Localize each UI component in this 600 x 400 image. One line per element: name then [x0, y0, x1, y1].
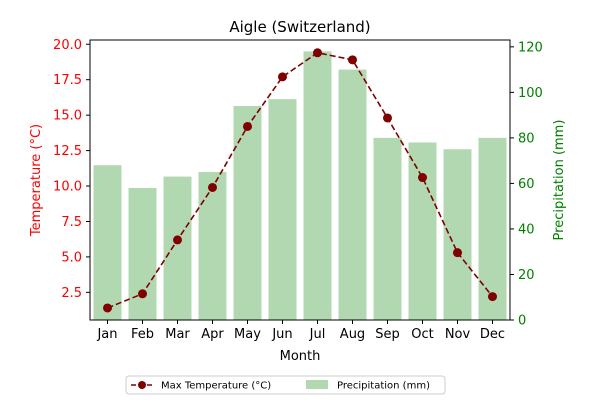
left-y-axis-label: Temperature (°C) — [29, 124, 44, 237]
x-tick-label: Oct — [411, 327, 433, 342]
temp-point-feb — [138, 289, 147, 298]
right-y-tick-label: 120 — [518, 40, 543, 55]
x-tick-label: Jan — [96, 327, 117, 342]
chart-title: Aigle (Switzerland) — [229, 18, 370, 36]
temp-point-aug — [348, 55, 357, 64]
left-y-tick-label: 5.0 — [61, 250, 82, 265]
x-tick-label: Mar — [165, 327, 190, 342]
precip-bar-jul — [304, 51, 332, 320]
temp-point-nov — [453, 248, 462, 257]
precip-bar-jan — [94, 165, 122, 320]
precip-bar-apr — [199, 172, 227, 320]
x-tick-label: Nov — [445, 327, 471, 342]
x-tick-label: May — [234, 327, 261, 342]
left-y-tick-label: 12.5 — [53, 144, 82, 159]
legend-bar-swatch — [306, 380, 328, 389]
precip-bar-oct — [409, 142, 437, 320]
temperature-line — [103, 48, 497, 312]
temp-point-jan — [103, 303, 112, 312]
left-y-tick-label: 15.0 — [53, 109, 82, 124]
temp-point-mar — [173, 235, 182, 244]
x-axis-label: Month — [280, 349, 321, 364]
precip-bar-aug — [339, 70, 367, 320]
left-y-tick-label: 17.5 — [53, 73, 82, 88]
x-tick-label: Jul — [309, 327, 326, 342]
precip-bar-jun — [269, 99, 297, 320]
precip-bar-nov — [444, 149, 472, 320]
right-y-tick-label: 0 — [518, 314, 526, 329]
x-tick-label: Apr — [201, 327, 224, 342]
precip-bar-sep — [374, 138, 402, 320]
x-tick-label: Aug — [340, 327, 365, 342]
temp-point-jul — [313, 48, 322, 57]
left-y-tick-label: 20.0 — [53, 38, 82, 53]
left-y-tick-label: 7.5 — [61, 215, 82, 230]
legend: Max Temperature (°C) Precipitation (mm) — [126, 376, 445, 394]
left-y-tick-label: 10.0 — [53, 180, 82, 195]
right-y-axis-label: Precipitation (mm) — [552, 120, 567, 241]
temp-point-dec — [488, 292, 497, 301]
x-tick-label: Dec — [480, 327, 505, 342]
temp-point-oct — [418, 173, 427, 182]
right-y-tick-label: 80 — [518, 131, 535, 146]
x-tick-label: Sep — [375, 327, 400, 342]
precip-bar-feb — [129, 188, 157, 320]
precip-bar-may — [234, 106, 262, 320]
right-y-tick-label: 40 — [518, 222, 535, 237]
x-tick-label: Feb — [131, 327, 154, 342]
legend-label-precipitation: Precipitation (mm) — [337, 381, 430, 392]
right-y-tick-label: 100 — [518, 86, 543, 101]
temp-point-may — [243, 122, 252, 131]
left-y-tick-label: 2.5 — [61, 286, 82, 301]
temp-point-apr — [208, 183, 217, 192]
legend-marker-swatch — [138, 381, 146, 389]
legend-label-temperature: Max Temperature (°C) — [161, 381, 271, 392]
x-tick-label: Jun — [271, 327, 292, 342]
precip-bar-mar — [164, 177, 192, 320]
precipitation-bars — [94, 51, 507, 320]
right-y-tick-label: 20 — [518, 268, 535, 283]
right-y-tick-label: 60 — [518, 177, 535, 192]
temp-point-jun — [278, 72, 287, 81]
temp-point-sep — [383, 113, 392, 122]
